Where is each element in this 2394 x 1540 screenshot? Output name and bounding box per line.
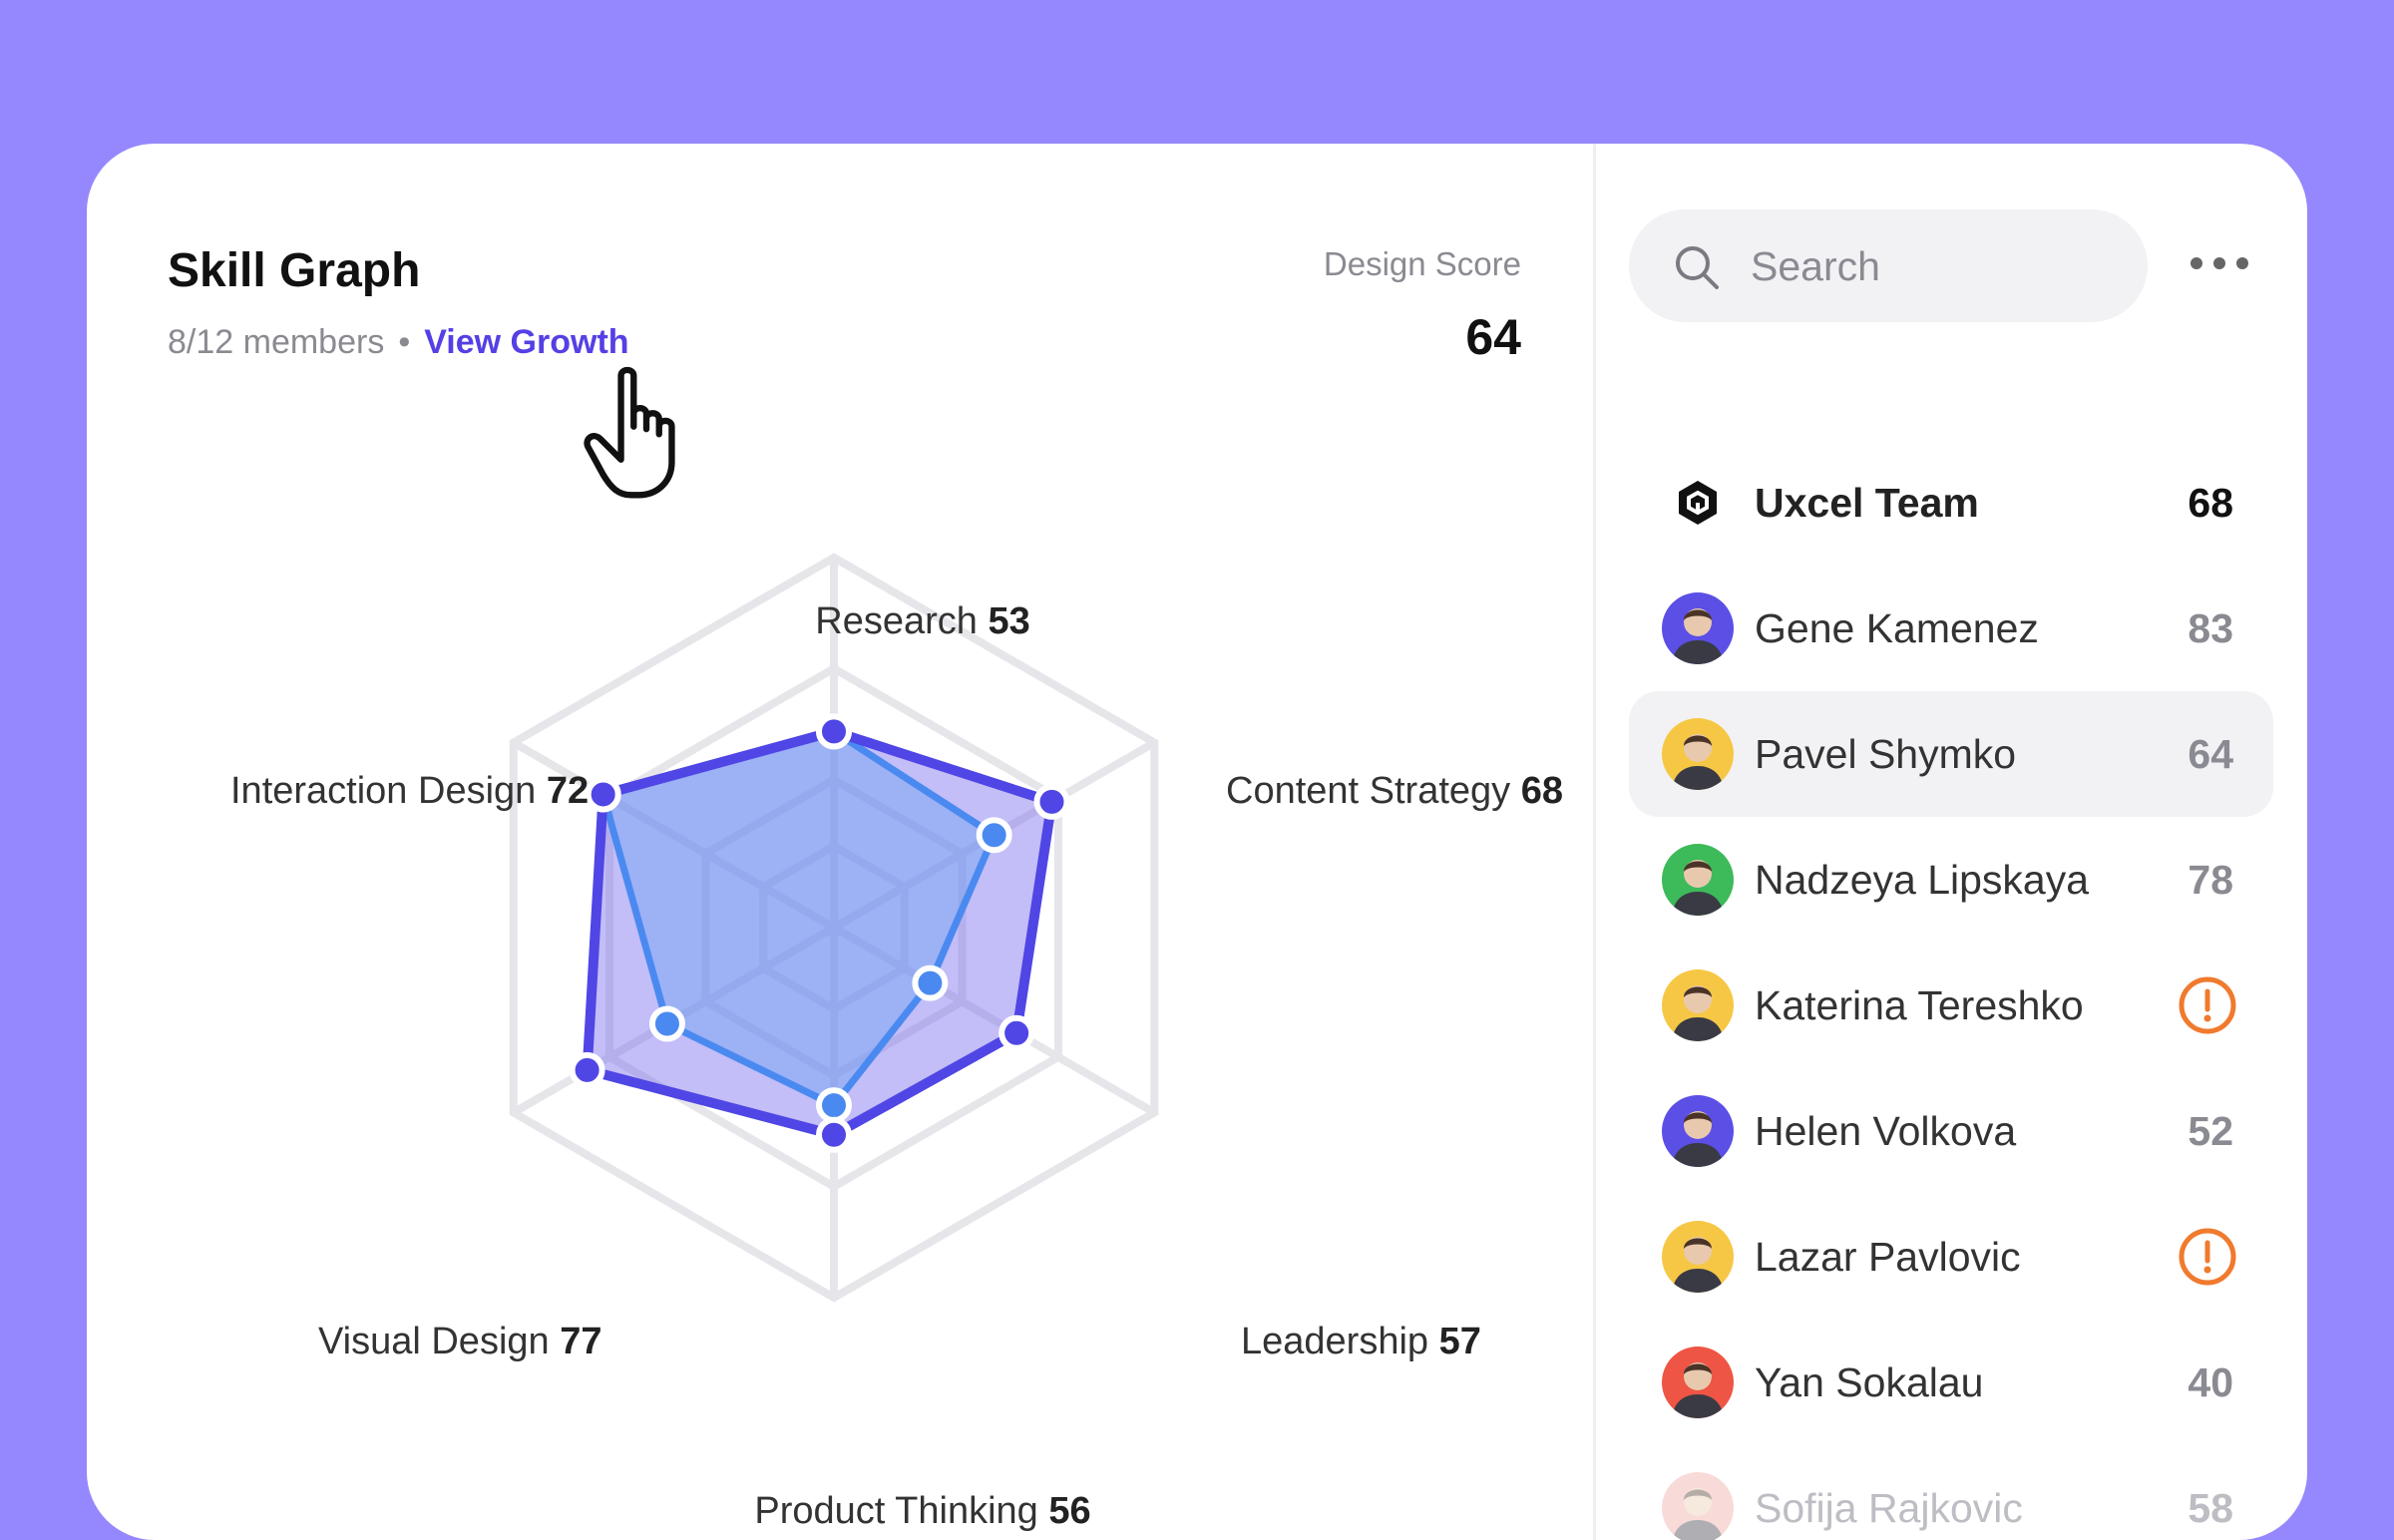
member-name: Uxcel Team <box>1755 480 1979 526</box>
radar-axis-label-interaction-design: Interaction Design 72 <box>230 770 589 813</box>
member-row[interactable]: Katerina Tereshko <box>1629 943 2273 1068</box>
page-title: Skill Graph <box>168 244 421 297</box>
avatar <box>1662 844 1734 916</box>
member-score: 52 <box>2188 1108 2233 1154</box>
members-count: 8/12 members <box>168 323 385 361</box>
radar-axis-label-product-thinking: Product Thinking 56 <box>754 1490 1090 1533</box>
axis-label-value: 72 <box>546 770 590 812</box>
avatar <box>1662 718 1734 790</box>
member-score: 40 <box>2188 1359 2233 1405</box>
radar-point-0-1 <box>1033 783 1070 820</box>
axis-label-value: 68 <box>1520 770 1564 812</box>
team-logo-icon <box>1662 467 1734 539</box>
search-input[interactable] <box>1749 229 2132 303</box>
radar-point-0-0 <box>816 713 852 750</box>
avatar <box>1662 969 1734 1041</box>
radar-point-1-4 <box>648 1005 685 1042</box>
radar-axis-label-research: Research 53 <box>815 600 1029 643</box>
avatar <box>1662 1095 1734 1167</box>
more-options-icon[interactable] <box>2185 243 2254 283</box>
member-row[interactable]: Lazar Pavlovic <box>1629 1194 2273 1320</box>
member-row[interactable]: Yan Sokalau 40 <box>1629 1320 2273 1445</box>
axis-label-value: 57 <box>1438 1321 1481 1362</box>
member-name: Sofija Rajkovic <box>1755 1485 2023 1531</box>
team-row[interactable]: Uxcel Team 68 <box>1629 440 2273 566</box>
skill-graph-panel: Skill Graph 8/12 members • View Growth Des… <box>87 144 1593 1540</box>
axis-label-value: 56 <box>1048 1490 1091 1532</box>
member-score: 58 <box>2188 1485 2233 1531</box>
axis-label-text: Research <box>815 600 989 642</box>
hand-cursor-icon <box>584 366 675 499</box>
member-score: 83 <box>2188 605 2233 651</box>
separator-dot: • <box>398 323 411 361</box>
member-score: 68 <box>2188 480 2233 526</box>
warning-icon[interactable] <box>2178 1227 2237 1287</box>
search-box[interactable] <box>1629 209 2148 322</box>
member-name: Helen Volkova <box>1755 1108 2017 1154</box>
radar-point-0-4 <box>569 1051 605 1088</box>
axis-label-value: 77 <box>560 1321 602 1362</box>
view-growth-link[interactable]: View Growth <box>424 323 629 361</box>
axis-label-text: Product Thinking <box>754 1490 1049 1532</box>
member-name: Nadzeya Lipskaya <box>1755 857 2090 903</box>
member-name: Pavel Shymko <box>1755 731 2017 777</box>
member-score: 64 <box>2188 731 2233 777</box>
axis-label-text: Visual Design <box>318 1321 561 1362</box>
radar-axis-label-visual-design: Visual Design 77 <box>318 1321 602 1363</box>
member-name: Katerina Tereshko <box>1755 982 2084 1028</box>
member-score: 78 <box>2188 857 2233 903</box>
panel-divider <box>1593 144 1596 1540</box>
search-icon <box>1676 246 1719 289</box>
avatar <box>1662 1221 1734 1293</box>
radar-point-0-3 <box>816 1116 852 1153</box>
radar-spoke-5 <box>511 739 837 932</box>
member-name: Lazar Pavlovic <box>1755 1234 2021 1280</box>
skill-card: Skill Graph 8/12 members • View Growth Des… <box>87 144 2307 1540</box>
radar-chart <box>509 553 1159 1303</box>
radar-point-0-2 <box>998 1014 1035 1051</box>
member-row[interactable]: Sofija Rajkovic 58 <box>1629 1445 2273 1540</box>
radar-axis-label-content-strategy: Content Strategy 68 <box>1226 770 1563 813</box>
radar-spoke-2 <box>831 924 1157 1116</box>
member-row[interactable]: Gene Kamenez 83 <box>1629 566 2273 691</box>
radar-series-area-0 <box>587 731 1052 1135</box>
avatar <box>1662 592 1734 664</box>
axis-label-text: Leadership <box>1241 1321 1439 1362</box>
warning-icon[interactable] <box>2178 975 2237 1035</box>
design-score-label: Design Score <box>1323 245 1521 282</box>
radar-point-1-3 <box>816 1087 852 1124</box>
radar-point-0-5 <box>585 776 621 813</box>
member-name: Gene Kamenez <box>1755 605 2039 651</box>
radar-series-area-1 <box>602 731 995 1106</box>
design-score-value: 64 <box>1465 309 1521 365</box>
radar-point-1-2 <box>912 964 949 1001</box>
members-panel: Uxcel Team 68 Gene Kamenez 83 Pavel Shymko 64… <box>1596 144 2307 1540</box>
radar-axis-label-leadership: Leadership 57 <box>1241 1321 1481 1363</box>
avatar <box>1662 1472 1734 1540</box>
member-row[interactable]: Pavel Shymko 64 <box>1629 691 2273 817</box>
member-name: Yan Sokalau <box>1755 1359 1984 1405</box>
axis-label-text: Content Strategy <box>1226 770 1521 812</box>
radar-point-1-1 <box>976 817 1012 854</box>
members-subtitle: 8/12 members • View Growth <box>168 323 629 362</box>
member-row[interactable]: Nadzeya Lipskaya 78 <box>1629 817 2273 943</box>
axis-label-value: 53 <box>988 600 1030 642</box>
avatar <box>1662 1347 1734 1418</box>
member-row[interactable]: Helen Volkova 52 <box>1629 1068 2273 1194</box>
axis-label-text: Interaction Design <box>230 770 547 812</box>
